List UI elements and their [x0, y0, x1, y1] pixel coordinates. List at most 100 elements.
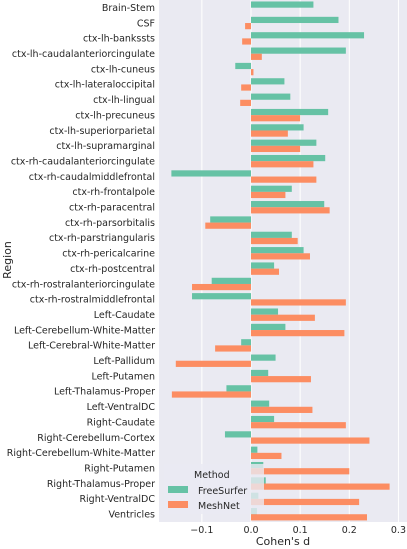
y-tick-label: ctx-lh-supramarginal [56, 141, 155, 152]
bar-meshnet-ctx-rh-paracentral [251, 207, 330, 214]
x-tick-labels: −0.1 0.0 0.1 0.2 0.3 [190, 525, 406, 536]
y-tick-label: Left-Putamen [91, 371, 155, 382]
bar-meshnet-ventricles [251, 514, 367, 521]
y-tick-label: Ventricles [108, 510, 155, 521]
legend-title: Method [194, 470, 230, 481]
y-tick-label: Left-Cerebral-White-Matter [28, 341, 155, 352]
bar-meshnet-left-cerebellum-white-matter [251, 330, 345, 337]
bar-freesurfer-ctx-lh-supramarginal [251, 139, 317, 146]
y-tick-label: Left-Thalamus-Proper [54, 387, 155, 398]
bar-meshnet-ctx-lh-precuneus [251, 115, 301, 122]
bar-freesurfer-ctx-lh-bankssts [251, 32, 365, 39]
bar-freesurfer-ctx-lh-precuneus [251, 108, 329, 116]
bar-meshnet-ctx-rh-caudalanteriorcingulate [251, 161, 314, 168]
legend: Method FreeSurfer MeshNet [164, 464, 264, 514]
x-tick-label: −0.1 [190, 525, 213, 536]
y-tick-label: Right-Caudate [87, 417, 155, 428]
bar-meshnet-ctx-lh-lingual [240, 99, 251, 106]
y-tick-label: Right-Putamen [84, 463, 155, 474]
legend-label-meshnet: MeshNet [198, 501, 240, 512]
bar-freesurfer-right-cerebellum-cortex [224, 431, 251, 438]
bar-meshnet-ctx-rh-rostralmiddlefrontal [251, 299, 346, 306]
bar-freesurfer-left-ventraldc [251, 400, 270, 407]
bar-meshnet-left-thalamus-proper [171, 391, 251, 398]
bar-freesurfer-ctx-rh-rostralmiddlefrontal [192, 293, 251, 300]
bar-freesurfer-left-pallidum [251, 354, 276, 361]
y-tick-label: ctx-lh-cuneus [91, 64, 155, 75]
bar-freesurfer-ctx-rh-caudalanteriorcingulate [251, 154, 326, 162]
bar-meshnet-right-cerebellum-cortex [251, 437, 370, 444]
bar-freesurfer-ctx-rh-frontalpole [251, 185, 292, 192]
bar-meshnet-right-putamen [251, 468, 350, 475]
bar-freesurfer-ctx-rh-postcentral [251, 262, 275, 269]
y-tick-label: Right-Cerebellum-Cortex [37, 433, 155, 444]
legend-swatch-freesurfer [168, 486, 188, 493]
bar-meshnet-ctx-rh-frontalpole [251, 191, 286, 199]
bar-freesurfer-left-putamen [251, 369, 269, 377]
bar-meshnet-csf [245, 23, 251, 30]
bar-freesurfer-ctx-rh-rostralanteriorcingulate [211, 277, 251, 284]
y-tick-label: ctx-lh-lateraloccipital [55, 80, 155, 91]
y-tick-label: ctx-lh-lingual [93, 95, 155, 106]
y-tick-label: Left-VentralDC [87, 402, 156, 413]
y-tick-label: ctx-rh-frontalpole [72, 187, 155, 198]
bar-freesurfer-ctx-rh-parsorbitalis [210, 216, 251, 223]
bar-meshnet-left-caudate [251, 314, 315, 321]
y-tick-label: ctx-rh-postcentral [70, 264, 155, 275]
bar-freesurfer-right-cerebellum-white-matter [251, 446, 258, 453]
bar-meshnet-right-cerebellum-white-matter [251, 452, 282, 460]
bar-meshnet-ctx-rh-postcentral [251, 268, 280, 275]
y-tick-label: Brain-Stem [102, 3, 155, 14]
y-tick-label: Right-Cerebellum-White-Matter [7, 448, 155, 459]
y-tick-label: ctx-rh-paracentral [69, 203, 155, 214]
bar-freesurfer-csf [251, 16, 339, 24]
legend-label-freesurfer: FreeSurfer [198, 486, 247, 497]
y-tick-label: ctx-lh-caudalanteriorcingulate [12, 49, 155, 60]
y-tick-label: ctx-lh-precuneus [75, 110, 155, 121]
bar-meshnet-ctx-lh-supramarginal [251, 145, 301, 153]
y-tick-label: ctx-lh-bankssts [83, 34, 155, 45]
y-tick-label: ctx-rh-parstriangularis [49, 233, 155, 244]
x-tick-label: 0.0 [243, 525, 258, 536]
bar-freesurfer-ctx-lh-superiorparietal [251, 124, 304, 131]
bar-meshnet-ctx-lh-superiorparietal [251, 130, 288, 137]
bar-meshnet-left-pallidum [175, 360, 251, 367]
bar-meshnet-left-putamen [251, 376, 311, 383]
bar-meshnet-left-ventraldc [251, 406, 313, 413]
y-tick-label: ctx-rh-pericalcarine [62, 249, 155, 260]
bar-freesurfer-ctx-rh-parstriangularis [251, 231, 292, 238]
bar-meshnet-right-thalamus-proper [251, 483, 390, 490]
y-tick-label: CSF [137, 18, 155, 29]
y-tick-label: ctx-rh-rostralanteriorcingulate [12, 279, 155, 290]
y-tick-label: ctx-rh-caudalanteriorcingulate [11, 156, 155, 167]
y-tick-label: ctx-lh-superiorparietal [49, 126, 155, 137]
bar-meshnet-ctx-rh-caudalmiddlefrontal [251, 176, 317, 183]
bar-meshnet-ctx-rh-parstriangularis [251, 237, 298, 245]
y-axis-label: Region [1, 241, 14, 279]
y-tick-label: Left-Caudate [94, 310, 155, 321]
bar-freesurfer-left-cerebral-white-matter [241, 339, 251, 346]
bar-freesurfer-brain-stem [251, 1, 314, 8]
bar-freesurfer-ctx-rh-caudalmiddlefrontal [171, 170, 251, 177]
bar-meshnet-left-cerebral-white-matter [215, 345, 251, 352]
bar-meshnet-ctx-lh-lateraloccipital [241, 84, 251, 91]
bar-freesurfer-right-caudate [251, 415, 275, 423]
y-tick-label: Right-VentralDC [79, 494, 155, 505]
x-axis-label: Cohen's d [256, 535, 310, 548]
bar-meshnet-ctx-rh-parsorbitalis [205, 222, 251, 229]
bar-freesurfer-ctx-lh-cuneus [235, 62, 251, 70]
y-tick-labels: Brain-Stem CSF ctx-lh-bankssts ctx-lh-cauda… [7, 3, 156, 521]
bar-meshnet-ctx-rh-pericalcarine [251, 253, 310, 260]
bar-meshnet-ctx-lh-bankssts [242, 38, 251, 45]
bar-freesurfer-left-thalamus-proper [226, 385, 251, 392]
legend-swatch-meshnet [168, 501, 188, 508]
bars [171, 1, 390, 521]
x-tick-label: 0.3 [391, 525, 406, 536]
bar-freesurfer-left-cerebellum-white-matter [251, 323, 286, 331]
bar-meshnet-ctx-lh-caudalanteriorcingulate [251, 53, 262, 60]
bar-freesurfer-ctx-rh-pericalcarine [251, 247, 304, 254]
bar-freesurfer-left-caudate [251, 308, 279, 315]
y-tick-label: ctx-rh-parsorbitalis [65, 218, 155, 229]
y-tick-label: Left-Cerebellum-White-Matter [14, 325, 155, 336]
